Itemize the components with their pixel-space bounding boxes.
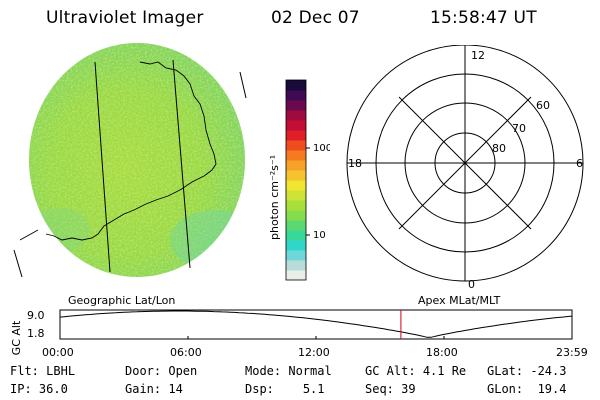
colorbar-swatch [286, 90, 306, 101]
colorbar-swatch [286, 160, 306, 171]
time-tick-2359: 23:59 [556, 346, 588, 359]
colorbar-unit-label: photon cm⁻²s⁻¹ [268, 155, 281, 240]
status-seq: Seq: 39 [365, 382, 416, 396]
instrument-title: Ultraviolet Imager [46, 8, 204, 28]
status-mode: Mode: Normal [245, 364, 332, 378]
uv-image-panel [13, 43, 247, 278]
colorbar-panel: 100 10 photon cm⁻²s⁻¹ [268, 79, 330, 281]
mlt-label-noon: 12 [471, 49, 485, 62]
status-ip: IP: 36.0 [10, 382, 68, 396]
colorbar-swatch [286, 170, 306, 181]
time-tick-0600: 06:00 [170, 346, 202, 359]
colorbar-tick-100: 100 [306, 143, 330, 154]
limb-ticks [13, 71, 247, 278]
time-tick-1800: 18:00 [426, 346, 458, 359]
geographic-caption: Geographic Lat/Lon [68, 294, 176, 307]
colorbar-swatch [286, 210, 306, 221]
colorbar-swatch [286, 270, 306, 281]
colorbar-swatch [286, 150, 306, 161]
altitude-ylabel: GC Alt [10, 320, 23, 355]
geographic-grid [94, 59, 191, 273]
observation-time: 15:58:47 UT [430, 8, 537, 28]
altitude-panel: GC Alt 9.0 1.8 00:00 06:00 12:00 18:00 2… [10, 309, 588, 359]
apex-caption: Apex MLat/MLT [418, 294, 501, 307]
altitude-curve [59, 310, 573, 338]
status-glon: GLon: 19.4 [487, 382, 567, 396]
status-door: Door: Open [125, 364, 198, 378]
colorbar-swatch [286, 100, 306, 111]
mlt-label-dawn: 6 [576, 157, 583, 170]
status-glat: GLat: -24.3 [487, 364, 567, 378]
colorbar-swatch [286, 130, 306, 141]
status-dsp: Dsp: 5.1 [245, 382, 325, 396]
time-tick-0000: 00:00 [42, 346, 74, 359]
lat-label-70: 70 [512, 122, 526, 135]
mlt-label-midnight: 0 [468, 278, 475, 291]
colorbar-tick-10: 10 [306, 230, 326, 241]
status-flt: Flt: LBHL [10, 364, 76, 378]
altitude-ytick-high: 9.0 [27, 309, 45, 322]
colorbar-swatch [286, 240, 306, 251]
coastline [19, 61, 217, 241]
mlt-label-dusk: 18 [348, 157, 362, 170]
colorbar [286, 80, 306, 281]
svg-text:10: 10 [313, 230, 326, 241]
colorbar-swatch [286, 180, 306, 191]
colorbar-swatch [286, 250, 306, 261]
colorbar-swatch [286, 190, 306, 201]
colorbar-swatch [286, 230, 306, 241]
colorbar-swatch [286, 140, 306, 151]
earth-disk [29, 43, 245, 277]
colorbar-swatch [286, 260, 306, 271]
colorbar-swatch [286, 200, 306, 211]
svg-text:100: 100 [313, 143, 330, 154]
time-tick-1200: 12:00 [298, 346, 330, 359]
status-gain: Gain: 14 [125, 382, 183, 396]
polar-plot: 12 18 6 0 60 70 80 [346, 45, 584, 291]
colorbar-swatch [286, 80, 306, 91]
colorbar-swatch [286, 110, 306, 121]
lat-label-60: 60 [536, 99, 550, 112]
altitude-ytick-low: 1.8 [27, 327, 45, 340]
lat-label-80: 80 [492, 142, 506, 155]
status-gc-alt: GC Alt: 4.1 Re [365, 364, 467, 378]
observation-date: 02 Dec 07 [271, 8, 360, 28]
colorbar-swatch [286, 220, 306, 231]
colorbar-swatch [286, 120, 306, 131]
